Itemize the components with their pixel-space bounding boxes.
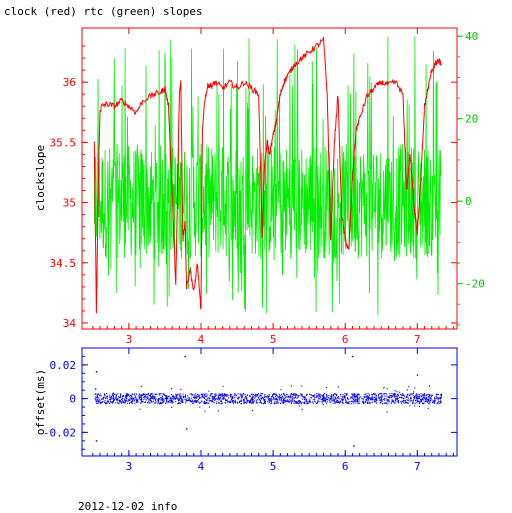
bottom-x-tick-label: 6 — [342, 460, 349, 473]
bottom-x-tick-label: 7 — [414, 460, 421, 473]
left-tick-label: 34 — [63, 317, 77, 330]
bottom-x-tick-label: 5 — [270, 460, 277, 473]
offset-outlier — [416, 374, 419, 376]
clock-line — [93, 37, 442, 314]
y-axis-label: clockslope — [34, 145, 47, 211]
offset-series — [94, 355, 443, 447]
right-tick-label: -20 — [465, 278, 485, 291]
left-tick-label: 36 — [63, 76, 76, 89]
offset-tick-label: -0.02 — [43, 426, 76, 439]
offset-points — [94, 385, 443, 413]
offset-outlier — [184, 355, 186, 358]
x-tick-label: 6 — [342, 333, 349, 346]
offset-axis-label: offset(ms) — [34, 369, 47, 435]
right-tick-label: 40 — [465, 30, 478, 43]
x-tick-label: 7 — [414, 333, 421, 346]
footer-date-info: 2012-12-02 info — [78, 500, 178, 513]
offset-outlier — [353, 445, 355, 447]
right-tick-label: 20 — [465, 113, 478, 126]
offset-tick-label: 0.02 — [50, 359, 77, 372]
rtc-series — [93, 36, 442, 316]
left-axis: 34 34.5 35 35.5 36 — [50, 45, 457, 330]
offset-y-axis: -0.02 0 0.02 — [43, 355, 457, 450]
bottom-x-tick-label: 3 — [126, 460, 133, 473]
left-tick-label: 34.5 — [50, 257, 77, 270]
bottom-plot-frame — [81, 347, 458, 457]
x-tick-label: 4 — [198, 333, 205, 346]
offset-outlier — [95, 440, 98, 442]
chart-title: clock (red) rtc (green) slopes — [4, 5, 203, 18]
left-tick-label: 35 — [63, 197, 76, 210]
bottom-x-tick-label: 4 — [198, 460, 205, 473]
right-axis: -20 0 20 40 — [457, 30, 485, 326]
clock-series — [93, 37, 442, 314]
offset-tick-label: 0 — [69, 393, 76, 406]
right-tick-label: 0 — [465, 195, 472, 208]
x-tick-label: 5 — [270, 333, 277, 346]
offset-outlier — [351, 355, 354, 358]
bottom-x-axis: 3 4 5 6 7 — [92, 348, 454, 473]
rtc-line — [93, 36, 442, 316]
offset-outlier — [185, 428, 188, 430]
x-tick-label: 3 — [126, 333, 133, 346]
offset-plot: -0.02 0 0.02 3 4 5 6 7 offset(ms) — [34, 347, 458, 473]
top-x-axis: 3 4 5 6 7 — [92, 28, 454, 346]
left-tick-label: 35.5 — [50, 136, 77, 149]
offset-outlier — [95, 371, 98, 373]
